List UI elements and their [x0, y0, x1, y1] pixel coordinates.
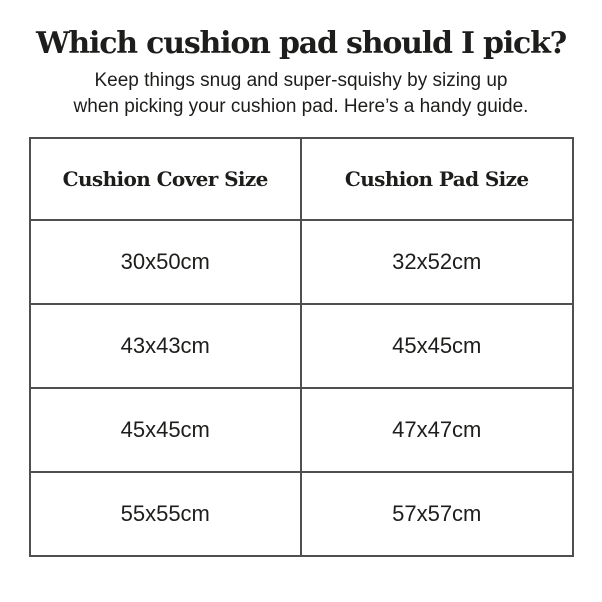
column-header-cushion-pad-size: Cushion Pad Size: [300, 137, 574, 221]
cover-size-cell: 55x55cm: [28, 471, 302, 557]
pad-size-cell: 47x47cm: [300, 387, 574, 473]
page-title: Which cushion pad should I pick?: [35, 26, 567, 61]
cover-size-cell: 30x50cm: [28, 219, 302, 305]
table-row: 55x55cm 57x57cm: [28, 471, 574, 557]
column-header-cushion-cover-size: Cushion Cover Size: [28, 137, 302, 221]
pad-size-cell: 45x45cm: [300, 303, 574, 389]
pad-size-cell: 57x57cm: [300, 471, 574, 557]
table-header-row: Cushion Cover Size Cushion Pad Size: [28, 137, 574, 221]
cover-size-cell: 45x45cm: [28, 387, 302, 473]
pad-size-cell: 32x52cm: [300, 219, 574, 305]
size-guide-table: Cushion Cover Size Cushion Pad Size 30x5…: [28, 137, 574, 557]
subtitle: Keep things snug and super-squishy by si…: [0, 68, 602, 120]
table-row: 43x43cm 45x45cm: [28, 303, 574, 389]
table-row: 30x50cm 32x52cm: [28, 219, 574, 305]
table-row: 45x45cm 47x47cm: [28, 387, 574, 473]
cushion-pad-guide: Which cushion pad should I pick? Keep th…: [0, 27, 602, 602]
subtitle-line-2: when picking your cushion pad. Here’s a …: [73, 96, 529, 117]
cover-size-cell: 43x43cm: [28, 303, 302, 389]
subtitle-line-1: Keep things snug and super-squishy by si…: [94, 70, 508, 91]
